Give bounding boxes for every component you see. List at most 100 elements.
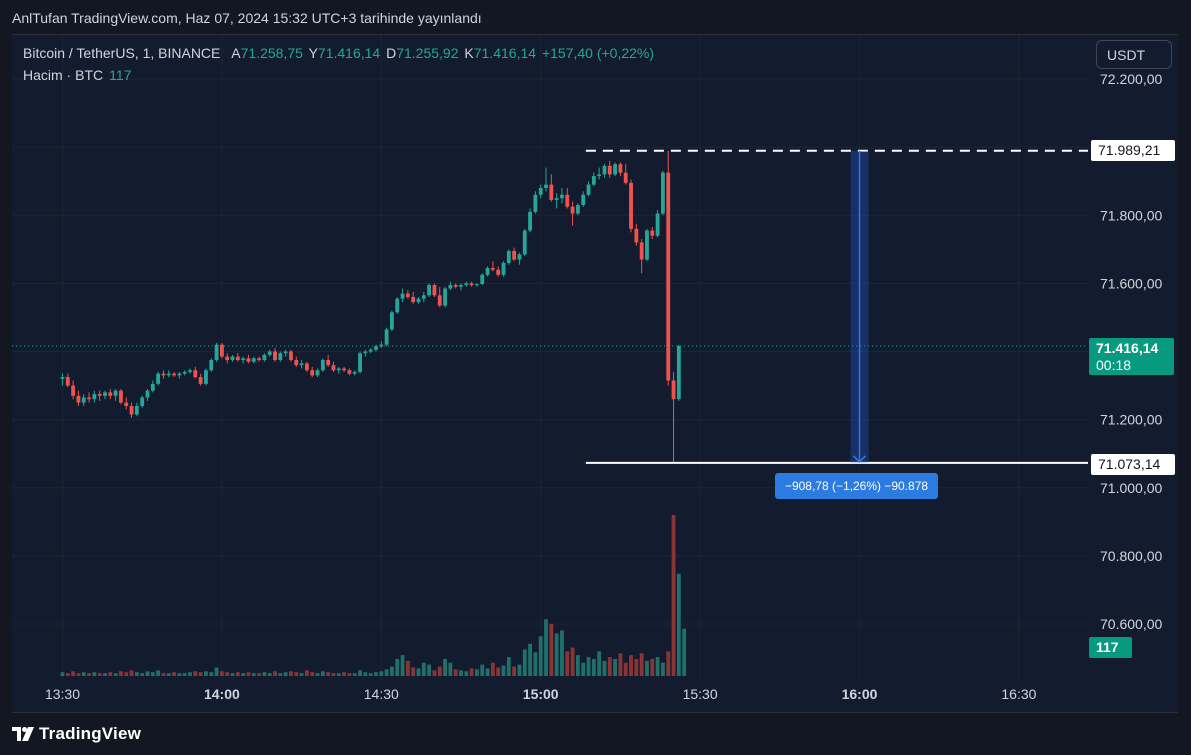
volume-bar	[506, 657, 511, 676]
candle-body	[204, 370, 208, 384]
volume-bar	[453, 669, 458, 676]
low-label: D	[386, 45, 397, 61]
candle-body	[618, 164, 623, 173]
candle-body	[342, 368, 347, 371]
time-axis: 13:30 14:00 14:30 15:00 15:30 16:00 16:30	[45, 686, 1037, 702]
measure-label[interactable]: −908,78 (−1,26%) −90.878	[775, 473, 938, 499]
volume-bar	[549, 623, 554, 676]
footer-brand: TradingView	[39, 724, 142, 743]
candle-body	[103, 392, 107, 396]
volume-bar	[145, 671, 150, 676]
volume-bar	[575, 655, 580, 676]
volume-bar	[241, 673, 246, 676]
candle-body	[166, 373, 171, 376]
candle-body	[475, 284, 479, 286]
candle-body	[267, 351, 272, 355]
volume-bar	[235, 672, 240, 676]
volume-bar	[113, 673, 118, 676]
candle-body	[623, 172, 628, 183]
candle-body	[554, 198, 559, 200]
volume-bar	[225, 672, 230, 676]
volume-bar	[60, 672, 65, 676]
volume-bar	[108, 672, 113, 676]
chart-overlays	[585, 149, 1088, 464]
volume-bar	[204, 671, 208, 676]
symbol-legend[interactable]: Bitcoin / TetherUS, 1, BINANCE A71.258,7…	[23, 45, 656, 61]
volume-bar	[448, 662, 453, 676]
volume-bar	[283, 672, 288, 676]
volume-bar	[565, 651, 570, 676]
volume-bar	[538, 636, 543, 676]
tradingview-logo-icon	[12, 727, 34, 741]
candle-body	[315, 370, 320, 376]
volume-bar	[421, 662, 426, 676]
candle-body	[634, 228, 639, 243]
candle-body	[655, 213, 660, 236]
volume-bar	[639, 653, 644, 676]
candle-body	[320, 360, 325, 371]
volume-bar	[485, 668, 490, 676]
volume-bar	[331, 673, 336, 676]
volume-bar	[374, 672, 378, 676]
volume-bar	[405, 660, 410, 676]
volume-bar	[124, 672, 129, 676]
volume-bar	[209, 672, 214, 676]
candle-body	[400, 293, 405, 299]
candle-body	[411, 297, 416, 303]
volume-bar	[92, 672, 97, 676]
candle-body	[666, 172, 671, 381]
candle-body	[113, 390, 118, 396]
volume-bar	[512, 666, 517, 676]
volume-bar	[65, 673, 70, 676]
volume-bar	[459, 670, 463, 676]
volume-bar	[219, 671, 224, 676]
volume-legend[interactable]: Hacim · BTC 117	[23, 67, 131, 83]
volume-bar	[395, 658, 400, 676]
price-axis: 72.200,00 71.800,00 71.600,00 71.200,00 71.0…	[1100, 71, 1162, 632]
volume-bar	[198, 672, 203, 676]
volume-bar	[480, 664, 485, 676]
price-tick-label: 70.600,00	[1100, 616, 1162, 632]
volume-bar	[469, 668, 474, 676]
volume-bar	[661, 662, 665, 676]
volume-price-tag: 117	[1089, 637, 1132, 658]
candle-body	[230, 356, 235, 361]
candle-body	[453, 285, 458, 287]
candle-body	[294, 360, 299, 366]
candle-body	[336, 368, 341, 371]
currency-button[interactable]: USDT	[1096, 40, 1172, 69]
volume-bar	[166, 673, 171, 676]
candle-body	[645, 230, 649, 260]
volume-bar	[363, 672, 368, 676]
volume-bar	[475, 669, 479, 676]
candle-body	[522, 230, 527, 255]
candle-body	[209, 360, 214, 371]
volume-bar	[629, 655, 633, 676]
close-value: 71.416,14	[473, 45, 537, 61]
candle-body	[565, 194, 570, 207]
candle-body	[374, 346, 378, 350]
candle-body	[156, 373, 161, 384]
volume-bar	[607, 657, 612, 676]
volume-legend-label: Hacim · BTC	[23, 67, 104, 83]
price-tick-label: 70.800,00	[1100, 548, 1162, 564]
volume-bar	[586, 657, 591, 676]
volume-bar	[140, 673, 145, 676]
candle-body	[219, 344, 224, 357]
volume-bar	[554, 633, 559, 676]
close-label: K	[464, 45, 474, 61]
tradingview-logo[interactable]: TradingView	[12, 722, 141, 746]
volume-bar	[87, 673, 91, 676]
volume-bar	[400, 655, 405, 676]
volume-bar	[560, 630, 564, 676]
time-tick-label: 14:30	[364, 686, 399, 702]
volume-bar	[517, 664, 522, 676]
candle-body	[421, 295, 426, 299]
volume-bar	[623, 662, 628, 676]
candle-body	[331, 365, 336, 371]
volume-bar	[188, 672, 192, 676]
symbol-title: Bitcoin / TetherUS, 1, BINANCE	[23, 45, 221, 61]
candle-body	[81, 397, 86, 403]
volume-bar	[103, 673, 107, 676]
